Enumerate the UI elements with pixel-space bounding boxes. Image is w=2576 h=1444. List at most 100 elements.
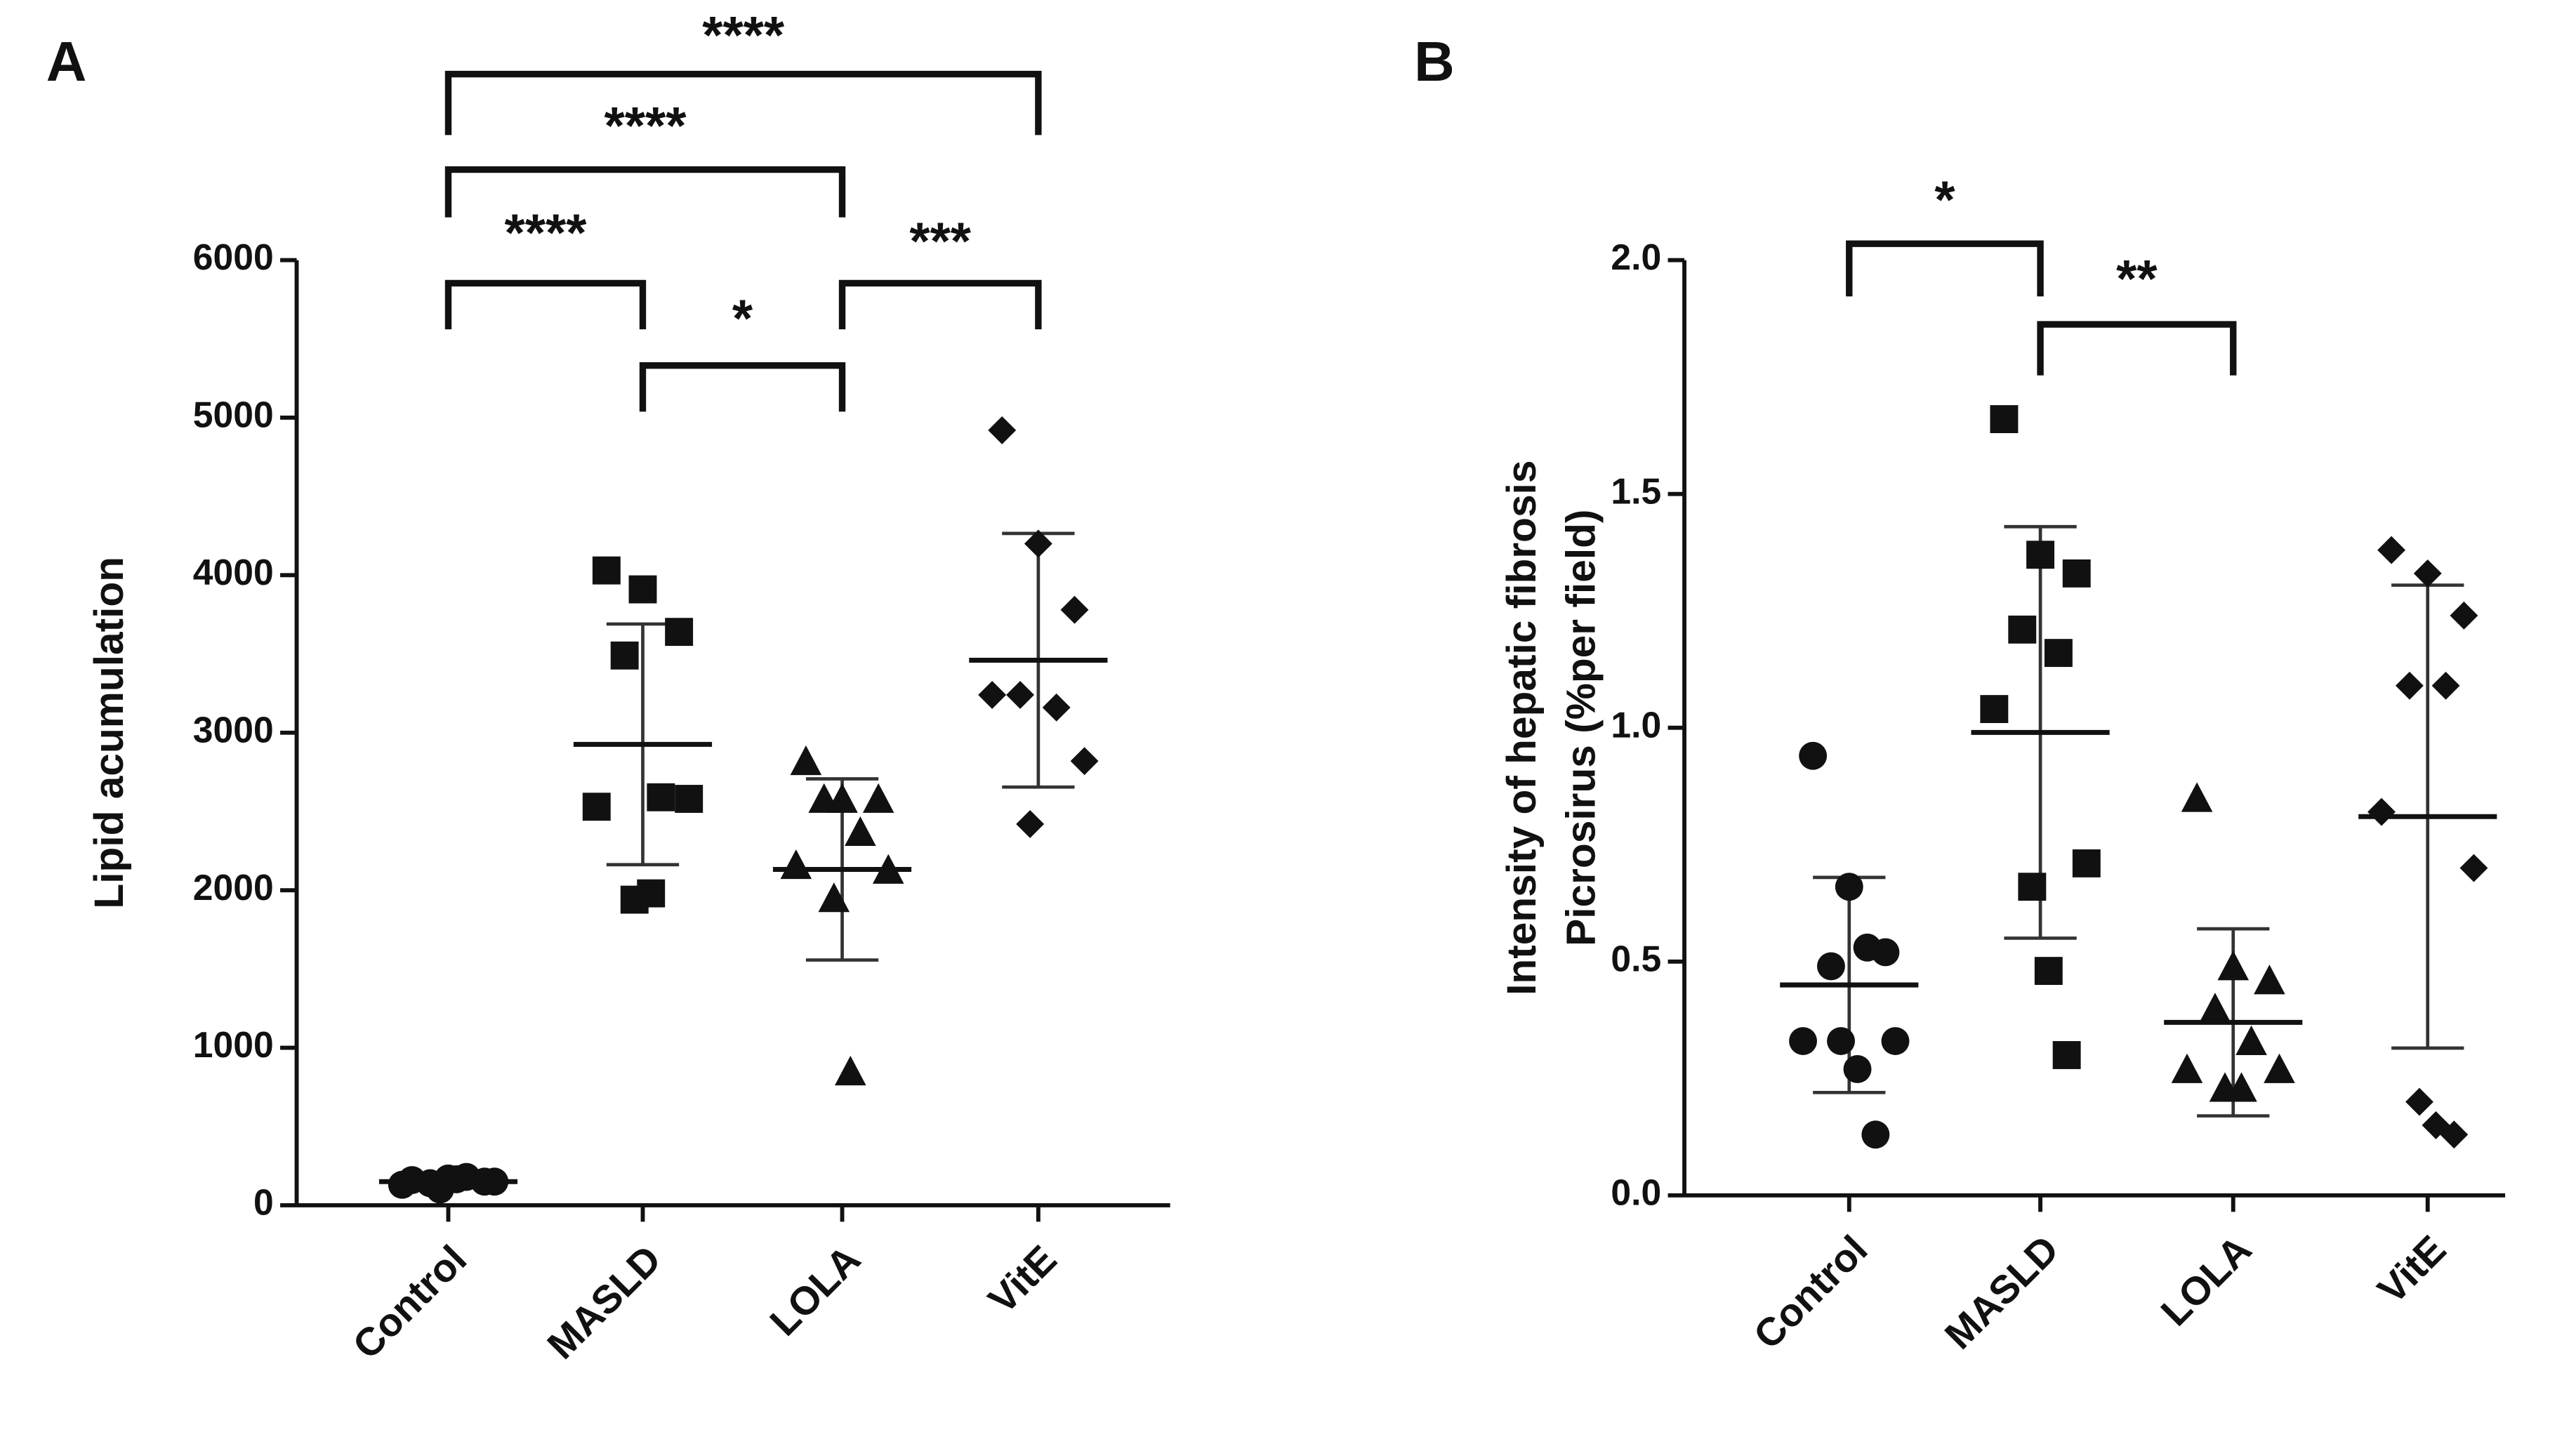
- data-point: [1789, 1027, 1818, 1055]
- significance-bracket: [1846, 240, 2044, 297]
- data-point: [665, 618, 694, 647]
- data-point: [862, 783, 894, 813]
- data-point: [1861, 1120, 1890, 1149]
- data-point: [1016, 809, 1045, 838]
- significance-label: ****: [702, 6, 785, 65]
- significance-bracket: [838, 279, 1042, 330]
- data-point: [818, 882, 850, 913]
- significance-label: *: [732, 289, 753, 348]
- significance-bracket: [444, 166, 846, 218]
- data-point: [2367, 797, 2396, 826]
- x-tick-label: LOLA: [2153, 1227, 2260, 1334]
- y-axis-label: Lipid acumulation: [86, 557, 132, 909]
- x-tick-label: MASLD: [539, 1237, 669, 1367]
- data-point: [780, 849, 812, 880]
- data-point: [2413, 559, 2442, 588]
- data-point: [2440, 1120, 2469, 1149]
- data-point: [1006, 680, 1034, 709]
- data-point: [2034, 957, 2063, 986]
- data-point: [2226, 1072, 2257, 1102]
- x-tick-label: LOLA: [761, 1237, 868, 1344]
- y-axis-label: Intensity of hepatic fibrosis: [1499, 461, 1545, 995]
- data-point: [628, 575, 657, 604]
- y-tick-label: 0.0: [1611, 1172, 1661, 1212]
- x-tick-label: VitE: [2369, 1227, 2454, 1312]
- data-point: [2171, 1053, 2203, 1083]
- y-tick-label: 1.0: [1611, 704, 1661, 745]
- data-point: [2450, 601, 2478, 630]
- significance-label: **: [2116, 249, 2158, 308]
- data-point: [2254, 965, 2285, 995]
- x-tick-label: VitE: [979, 1237, 1064, 1322]
- data-point: [2377, 536, 2406, 564]
- significance-label: *: [1934, 171, 1955, 230]
- significance-label: ****: [505, 204, 588, 263]
- y-tick-label: 1000: [193, 1024, 274, 1065]
- data-point: [1827, 1027, 1856, 1055]
- data-point: [2052, 1041, 2081, 1069]
- significance-bracket: [444, 70, 1042, 135]
- data-point: [2217, 950, 2250, 981]
- panel-label: A: [46, 30, 87, 93]
- significance-label: ***: [909, 211, 971, 270]
- data-point: [675, 785, 704, 813]
- data-point: [1042, 693, 1071, 722]
- y-tick-label: 2.0: [1611, 237, 1661, 277]
- data-point: [582, 793, 611, 821]
- data-point: [978, 680, 1007, 709]
- data-point: [388, 1170, 416, 1199]
- data-point: [1835, 873, 1863, 901]
- data-point: [610, 641, 639, 670]
- data-point: [2405, 1087, 2433, 1116]
- data-point: [2044, 639, 2073, 668]
- data-point: [1817, 952, 1845, 981]
- data-point: [1070, 747, 1099, 776]
- y-tick-label: 6000: [193, 237, 274, 277]
- data-point: [2062, 559, 2091, 588]
- y-tick-label: 0.5: [1611, 938, 1661, 979]
- data-point: [2026, 541, 2055, 569]
- x-tick-label: MASLD: [1936, 1227, 2067, 1358]
- x-tick-label: Control: [344, 1237, 475, 1367]
- y-tick-label: 0: [253, 1182, 274, 1223]
- y-tick-label: 2000: [193, 867, 274, 908]
- data-point: [845, 816, 876, 847]
- data-point: [790, 745, 822, 776]
- data-point: [1024, 529, 1052, 558]
- y-tick-label: 1.5: [1611, 470, 1661, 511]
- data-point: [2431, 671, 2460, 700]
- data-point: [2018, 873, 2047, 901]
- x-tick-label: Control: [1745, 1227, 1875, 1358]
- data-point: [2235, 1025, 2267, 1055]
- y-tick-label: 5000: [193, 395, 274, 435]
- y-tick-label: 3000: [193, 709, 274, 750]
- y-tick-label: 4000: [193, 552, 274, 592]
- data-point: [2264, 1053, 2295, 1083]
- data-point: [592, 556, 621, 585]
- data-point: [2459, 854, 2488, 882]
- significance-bracket: [2037, 321, 2237, 376]
- data-point: [2008, 615, 2037, 644]
- data-point: [1980, 695, 2009, 724]
- significance-label: ****: [605, 96, 687, 155]
- data-point: [637, 879, 666, 908]
- data-point: [1881, 1027, 1910, 1055]
- significance-bracket: [639, 362, 846, 412]
- data-point: [2181, 782, 2213, 812]
- data-point: [834, 1055, 866, 1086]
- data-point: [808, 783, 840, 813]
- significance-bracket: [444, 279, 647, 330]
- data-point: [1060, 595, 1089, 624]
- data-point: [1853, 933, 1882, 962]
- y-axis-label: Picrosirus (%per field): [1558, 510, 1604, 946]
- data-point: [1799, 741, 1828, 770]
- data-point: [2395, 671, 2424, 700]
- data-point: [1843, 1055, 1872, 1083]
- data-point: [2072, 849, 2101, 877]
- data-point: [647, 783, 675, 812]
- data-point: [1990, 405, 2019, 434]
- panel-label: B: [1414, 30, 1455, 93]
- data-point: [988, 416, 1017, 444]
- data-point: [2199, 993, 2231, 1023]
